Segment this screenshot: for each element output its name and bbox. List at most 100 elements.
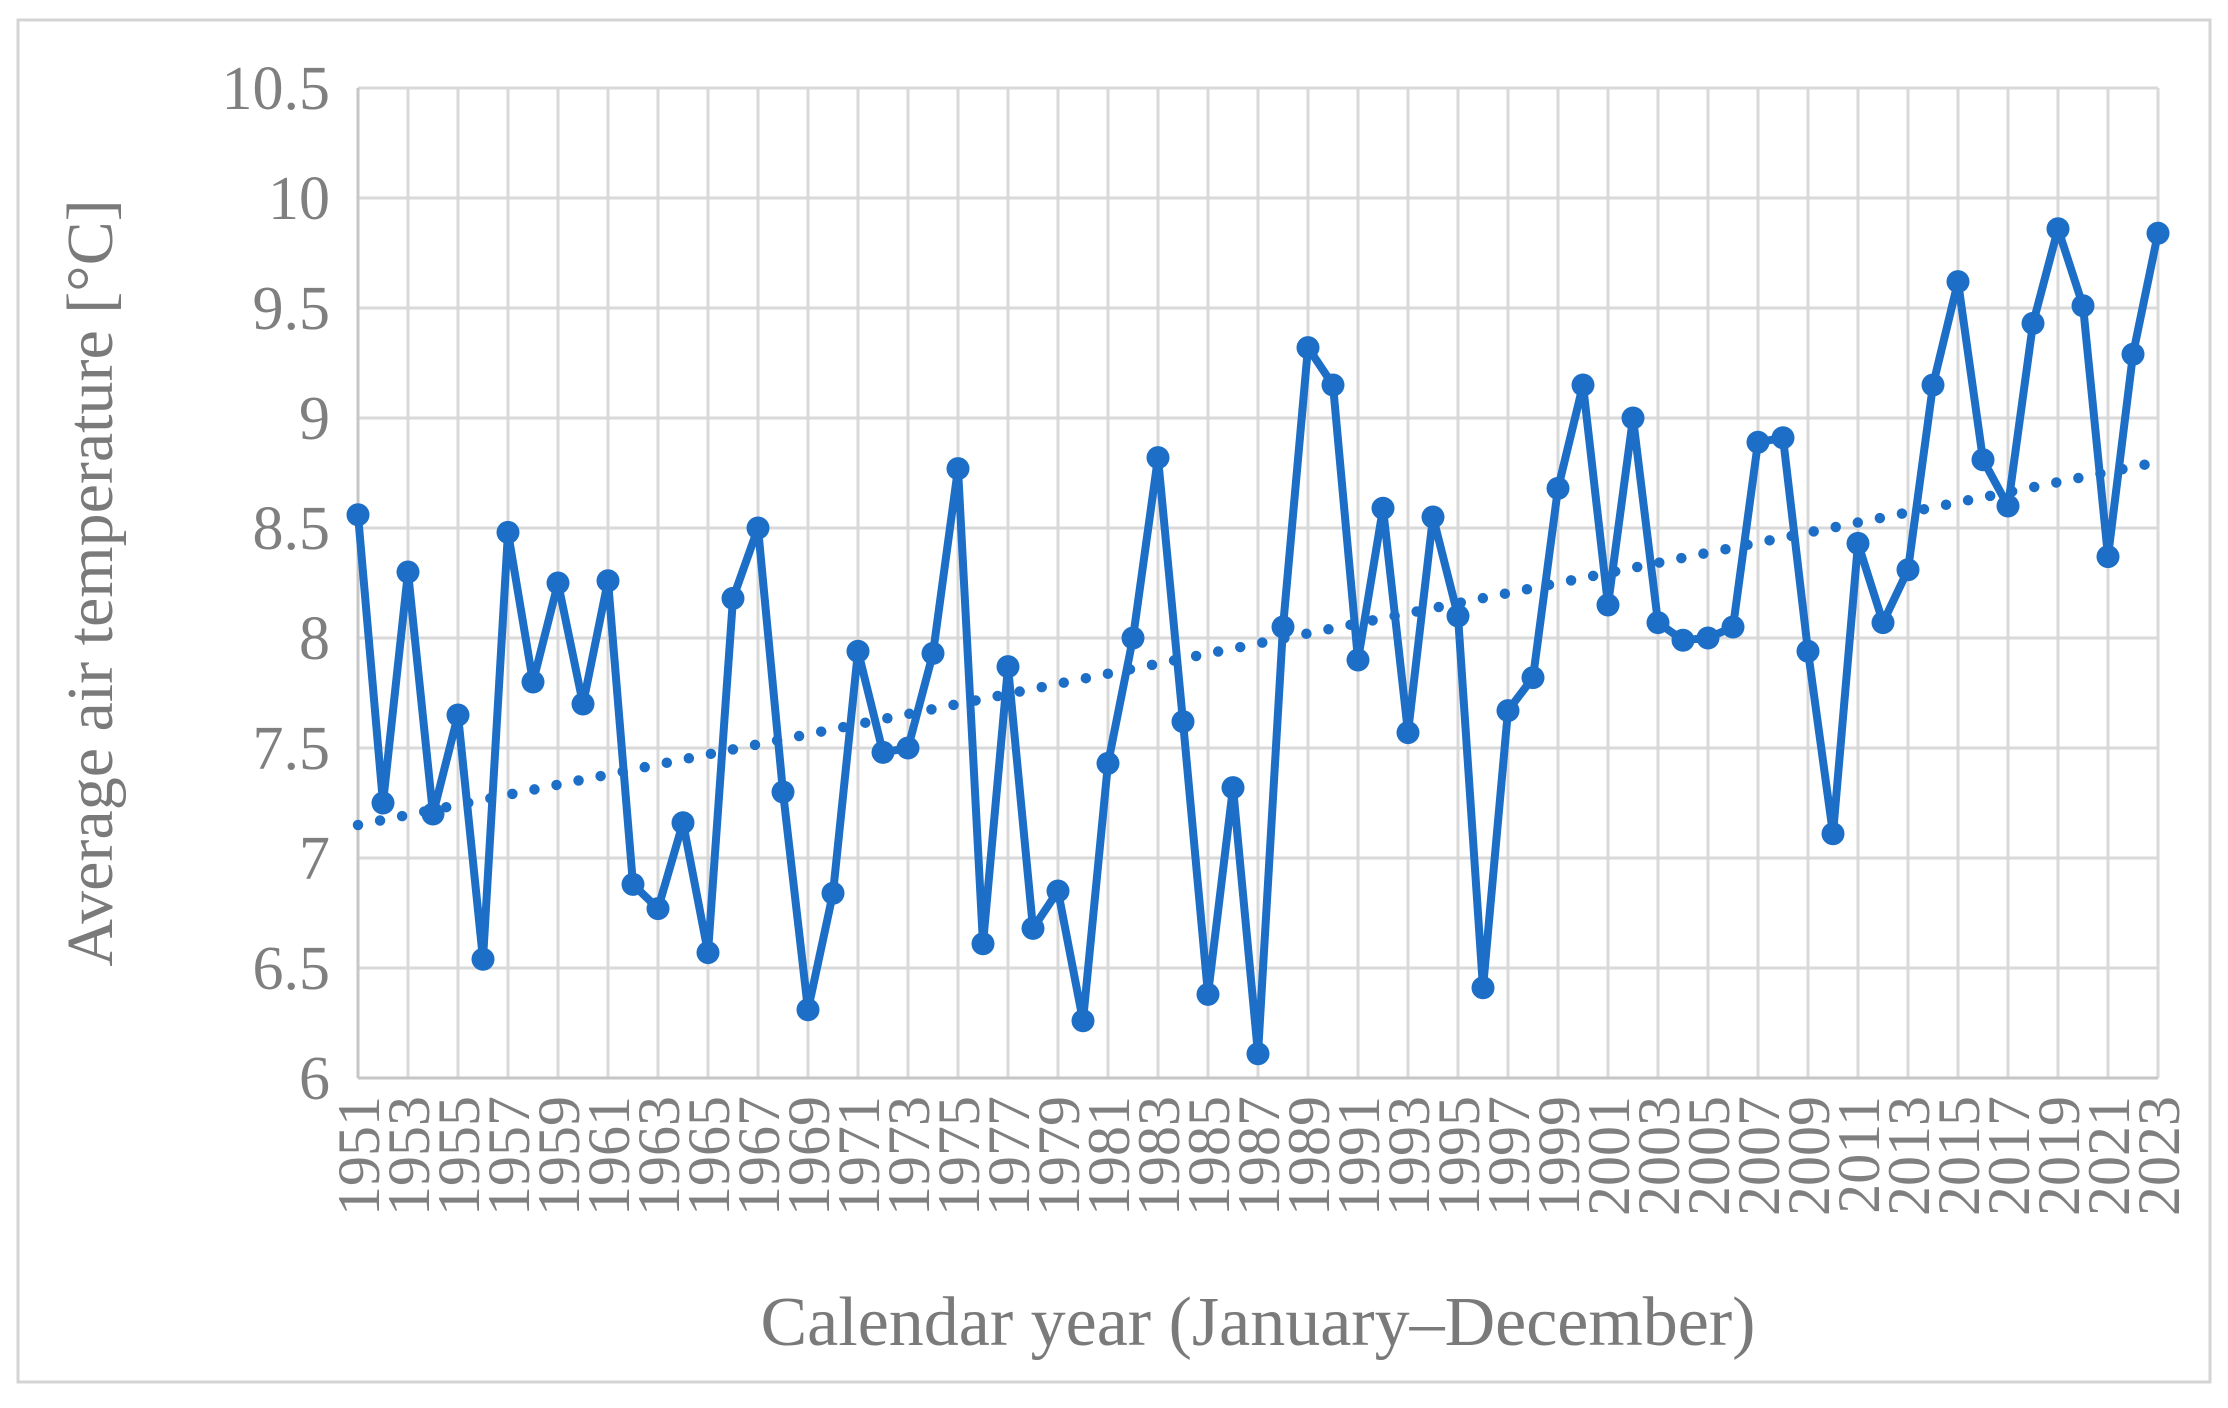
data-point: [1821, 822, 1845, 846]
data-point: [521, 670, 545, 694]
trendline: [352, 456, 2164, 831]
x-tick-label: 1955: [426, 1096, 492, 1216]
data-point: [871, 740, 895, 764]
data-point: [1046, 879, 1070, 903]
chart-frame-border: [16, 18, 2212, 1384]
data-point: [371, 791, 395, 815]
x-tick-label: 2021: [2076, 1096, 2142, 1216]
x-tick-label: 1959: [526, 1096, 592, 1216]
y-tick-label: 6.5: [253, 935, 331, 1003]
y-tick-label: 9.5: [253, 275, 331, 343]
x-tick-label: 1963: [626, 1096, 692, 1216]
data-point: [1646, 611, 1670, 635]
data-point: [1371, 496, 1395, 520]
data-point: [1221, 776, 1245, 800]
x-tick-label: 2007: [1726, 1096, 1792, 1216]
data-point: [2121, 342, 2145, 366]
data-point: [721, 586, 745, 610]
data-point: [1721, 615, 1745, 639]
data-point: [921, 641, 945, 665]
x-tick-label: 2003: [1626, 1096, 1692, 1216]
data-point: [1321, 373, 1345, 397]
temperature-series: [346, 217, 2170, 1066]
x-tick-label: 1985: [1176, 1096, 1242, 1216]
y-tick-label: 9: [299, 385, 330, 453]
data-point: [971, 932, 995, 956]
x-tick-label: 2011: [1826, 1096, 1892, 1214]
data-point: [446, 703, 470, 727]
data-point: [1946, 270, 1970, 294]
data-point: [896, 736, 920, 760]
data-point: [1296, 336, 1320, 360]
y-axis-title: Average air temperature [°C]: [54, 199, 127, 966]
x-tick-label: 1961: [576, 1096, 642, 1216]
y-tick-label: 6: [299, 1045, 330, 1113]
x-axis-tick-labels: 1951195319551957195919611963196519671969…: [326, 1096, 2192, 1216]
x-tick-label: 1967: [726, 1096, 792, 1216]
y-tick-label: 8: [299, 605, 330, 673]
data-point: [821, 881, 845, 905]
data-point: [1196, 982, 1220, 1006]
x-tick-label: 1997: [1476, 1096, 1542, 1216]
data-point: [796, 998, 820, 1022]
data-point: [1171, 710, 1195, 734]
data-point: [396, 560, 420, 584]
x-tick-label: 1953: [376, 1096, 442, 1216]
data-point: [1771, 426, 1795, 450]
axis-lines: [356, 88, 2158, 1080]
data-point: [1471, 976, 1495, 1000]
data-point: [1571, 373, 1595, 397]
x-tick-label: 1973: [876, 1096, 942, 1216]
x-tick-label: 2015: [1926, 1096, 1992, 1216]
data-point: [1421, 505, 1445, 529]
data-point: [1071, 1009, 1095, 1033]
x-tick-label: 2001: [1576, 1096, 1642, 1216]
data-point: [1271, 615, 1295, 639]
data-point: [1671, 628, 1695, 652]
data-point: [671, 811, 695, 835]
x-tick-label: 2013: [1876, 1096, 1942, 1216]
data-point: [496, 520, 520, 544]
data-point: [2071, 294, 2095, 318]
data-point: [1121, 626, 1145, 650]
x-tick-label: 1983: [1126, 1096, 1192, 1216]
data-point: [846, 639, 870, 663]
data-point: [1596, 593, 1620, 617]
x-tick-label: 1991: [1326, 1096, 1392, 1216]
data-point: [1396, 721, 1420, 745]
x-tick-label: 1995: [1426, 1096, 1492, 1216]
data-point: [696, 941, 720, 965]
data-point: [1521, 666, 1545, 690]
x-tick-label: 1979: [1026, 1096, 1092, 1216]
data-point: [946, 457, 970, 481]
data-point: [1146, 446, 1170, 470]
data-point: [1346, 648, 1370, 672]
x-tick-label: 1977: [976, 1096, 1042, 1216]
data-point: [746, 516, 770, 540]
x-tick-label: 1975: [926, 1096, 992, 1216]
x-tick-label: 1993: [1376, 1096, 1442, 1216]
data-point: [1546, 476, 1570, 500]
y-axis-tick-labels: 6 6.5 7 7.5 8 8.5 9 9.5 10 10.5: [222, 55, 331, 1113]
data-point: [1621, 406, 1645, 430]
data-point: [571, 692, 595, 716]
x-tick-label: 1957: [476, 1096, 542, 1216]
data-point: [1796, 639, 1820, 663]
data-point: [1696, 626, 1720, 650]
x-tick-label: 2005: [1676, 1096, 1742, 1216]
x-tick-label: 1969: [776, 1096, 842, 1216]
y-tick-label: 8.5: [253, 495, 331, 563]
data-point: [1096, 751, 1120, 775]
data-point: [1871, 611, 1895, 635]
x-tick-label: 1989: [1276, 1096, 1342, 1216]
x-tick-label: 2017: [1976, 1096, 2042, 1216]
data-point: [1971, 448, 1995, 472]
data-point: [1246, 1042, 1270, 1066]
x-tick-label: 1951: [326, 1096, 392, 1216]
x-tick-label: 1965: [676, 1096, 742, 1216]
x-axis-title: Calendar year (January–December): [760, 1284, 1755, 1361]
data-point: [2096, 545, 2120, 569]
data-point: [2021, 311, 2045, 335]
